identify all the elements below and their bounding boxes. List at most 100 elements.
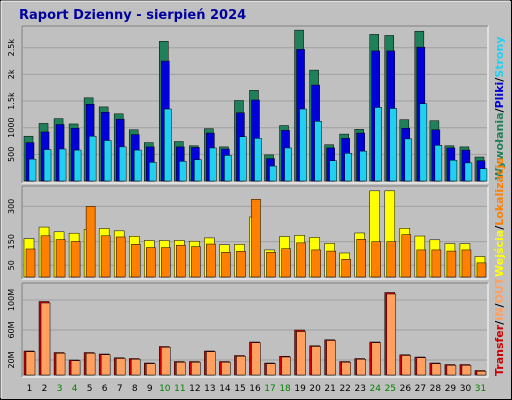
bar-lokalizacje [25,248,36,278]
bar-lokalizacje [130,244,141,278]
bar-strony [479,168,488,182]
legend-item: Wywołania [493,112,506,180]
x-tick-label: 25 [385,384,396,394]
x-tick-label: 16 [249,384,261,394]
x-tick-label: 8 [132,384,138,394]
bar-strony [269,165,277,182]
bar-transfer [341,362,351,376]
x-tick-label: 18 [279,384,291,394]
y-tick-label: 1.5k [7,92,16,110]
legend-text: Transfer/IN/OUT [493,277,506,376]
x-tick-label: 26 [400,384,412,394]
bar-lokalizacje [206,243,216,278]
bar-transfer [326,340,336,376]
bar-lokalizacje [296,242,306,278]
bar-transfer [40,302,51,376]
legend-text: Wejścia/Lokalizacje [493,157,506,277]
bar-strony [73,149,82,182]
bar-transfer [371,342,381,376]
bar-strony [194,159,202,182]
bar-lokalizacje [266,252,276,278]
legend-separator: / [493,225,506,230]
bar-strony [374,107,382,182]
bar-transfer [70,360,81,376]
y-tick-label: 500 [7,147,16,162]
x-tick-label: 30 [460,384,472,394]
x-tick-label: 21 [324,384,335,394]
bar-transfer [85,353,96,376]
bar-transfer [311,346,321,376]
y-tick-label: 60M [7,321,16,338]
bar-transfer [236,356,246,376]
y-tick-label: 2.5k [7,39,16,57]
bar-lokalizacje [161,247,171,278]
bar-lokalizacje [326,250,336,278]
legend-separator: / [493,107,506,112]
bar-transfer [281,356,291,376]
x-tick-label: 10 [159,384,171,394]
x-tick-label: 13 [204,384,215,394]
bar-lokalizacje [55,239,66,278]
bar-strony [58,148,67,182]
y-tick-label: 20M [7,351,16,368]
bar-strony [434,145,443,182]
legend-item: Wejścia [493,230,506,277]
bar-transfer [251,342,261,376]
y-tick-label: 150 [7,234,16,249]
bar-lokalizacje [401,234,412,278]
bar-strony [133,149,142,182]
bar-lokalizacje [416,249,427,278]
x-axis-day-labels: 1 2 3 4 5 6 7 8 9 10 11 12 13 14 15 16 17 18 19 20 21 22 23 24 2… [27,384,487,394]
bar-strony [404,138,413,182]
bar-lokalizacje [371,241,381,278]
bar-transfer [476,371,487,376]
bar-transfer [461,365,472,376]
bar-transfer [100,354,111,376]
bar-strony [118,146,127,182]
bar-strony [209,147,217,182]
x-tick-label: 19 [294,384,306,394]
bar-transfer [176,362,186,376]
x-tick-label: 23 [354,384,365,394]
y-tick-label: 100M [7,289,16,311]
bar-transfer [446,365,457,376]
x-tick-label: 4 [72,384,78,394]
x-tick-label: 29 [445,384,457,394]
bar-strony [149,162,157,182]
bar-transfer [266,363,276,376]
bar-transfer [191,362,201,376]
bar-strony [43,149,52,182]
bar-strony [179,161,187,182]
bar-lokalizacje [70,241,81,278]
legend-text: Wywołania/Pliki/Strony [493,37,506,181]
x-tick-label: 31 [475,384,486,394]
x-tick-label: 17 [264,384,275,394]
x-tick-label: 1 [27,384,33,394]
bar-transfer [221,362,231,376]
legend-item: Transfer [493,324,506,376]
bar-transfer [416,357,427,376]
bar-strony [299,108,307,182]
bar-strony [329,160,337,182]
bar-strony [314,121,322,182]
middle-panel: 50 150 300 [7,185,489,280]
x-tick-label: 11 [174,384,185,394]
bar-strony [359,150,367,182]
legend-item: OUT [493,277,506,303]
chart-panels: 500 1000 1.5k 2k 2.5k 50 150 300 20M 60M 100M [7,25,489,378]
x-tick-label: 28 [430,384,442,394]
y-tick-label: 1000 [7,118,16,138]
bar-transfer [206,351,216,376]
bar-transfer [431,363,442,376]
bar-transfer [296,331,306,376]
bar-transfer [25,351,36,376]
x-tick-label: 22 [339,384,350,394]
x-tick-label: 2 [42,384,48,394]
bar-strony [164,108,172,182]
bar-lokalizacje [176,244,186,278]
bar-strony [419,103,428,182]
bar-lokalizacje [191,246,201,278]
bar-strony [239,136,247,182]
bar-transfer [115,358,126,376]
